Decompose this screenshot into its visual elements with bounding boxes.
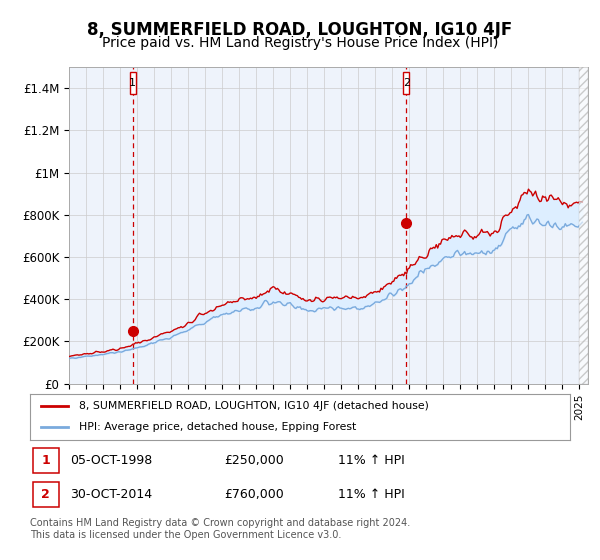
Text: Price paid vs. HM Land Registry's House Price Index (HPI): Price paid vs. HM Land Registry's House … — [102, 36, 498, 50]
FancyBboxPatch shape — [130, 72, 136, 94]
FancyBboxPatch shape — [33, 482, 59, 507]
Text: 30-OCT-2014: 30-OCT-2014 — [71, 488, 152, 501]
FancyBboxPatch shape — [33, 449, 59, 473]
Text: 11% ↑ HPI: 11% ↑ HPI — [338, 454, 404, 468]
Text: 8, SUMMERFIELD ROAD, LOUGHTON, IG10 4JF (detached house): 8, SUMMERFIELD ROAD, LOUGHTON, IG10 4JF … — [79, 401, 428, 411]
Text: 05-OCT-1998: 05-OCT-1998 — [71, 454, 153, 468]
Text: HPI: Average price, detached house, Epping Forest: HPI: Average price, detached house, Eppi… — [79, 422, 356, 432]
Text: 11% ↑ HPI: 11% ↑ HPI — [338, 488, 404, 501]
Text: Contains HM Land Registry data © Crown copyright and database right 2024.
This d: Contains HM Land Registry data © Crown c… — [30, 518, 410, 540]
FancyBboxPatch shape — [403, 72, 409, 94]
Text: 8, SUMMERFIELD ROAD, LOUGHTON, IG10 4JF: 8, SUMMERFIELD ROAD, LOUGHTON, IG10 4JF — [88, 21, 512, 39]
Text: £250,000: £250,000 — [224, 454, 284, 468]
Text: £760,000: £760,000 — [224, 488, 284, 501]
Text: 2: 2 — [403, 78, 410, 88]
Text: 1: 1 — [130, 78, 136, 88]
Text: 2: 2 — [41, 488, 50, 501]
Text: 1: 1 — [41, 454, 50, 468]
